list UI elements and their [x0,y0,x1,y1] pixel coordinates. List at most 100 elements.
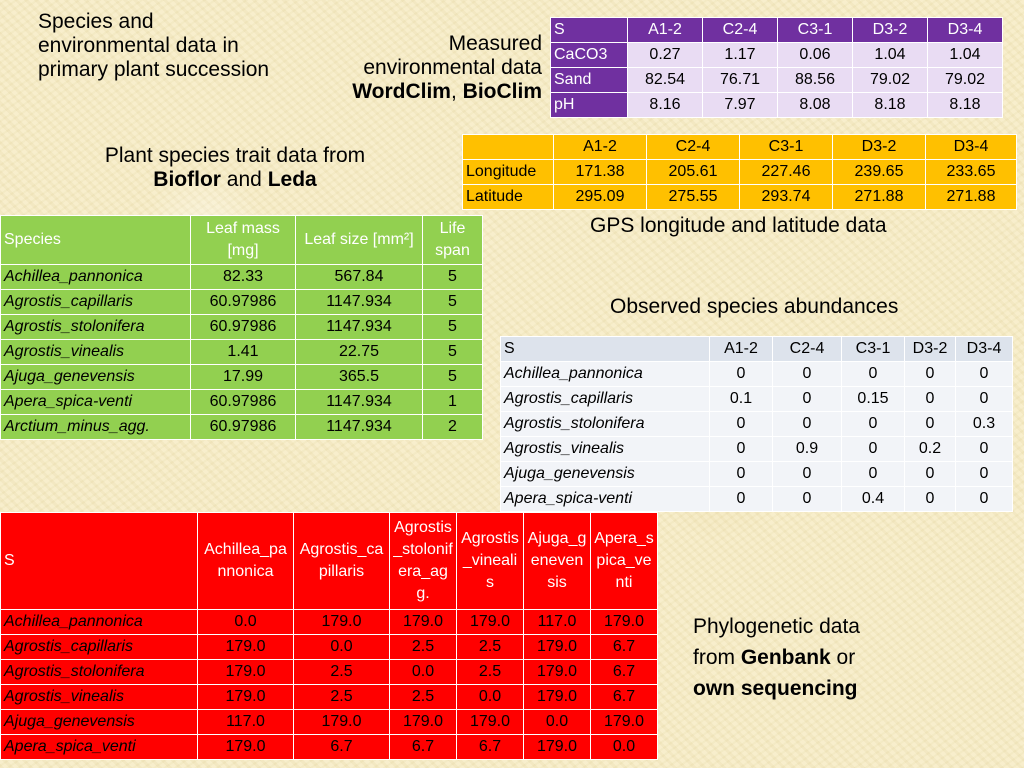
phylo-cell: 0.0 [197,609,294,635]
abund-cell: 0 [709,361,773,387]
abundance-table: S A1-2 C2-4 C3-1 D3-2 D3-4 Achillea_pann… [500,336,1013,512]
env-row-label: CaCO3 [550,42,628,68]
phylo-cell: 179.0 [293,709,390,735]
gps-table: A1-2 C2-4 C3-1 D3-2 D3-4 Longitude 171.3… [462,134,1017,210]
abund-cell: 0 [904,386,956,412]
trait-cell: 5 [422,339,483,365]
phylo-cell: 179.0 [456,609,524,635]
trait-cell: 1147.934 [295,314,423,340]
phylo-cell: 179.0 [523,659,591,685]
env-cell: 8.18 [927,92,1003,118]
phylo-cell: 179.0 [456,709,524,735]
env-cell: 0.06 [777,42,853,68]
trait-species: Arctium_minus_agg. [0,414,191,440]
bioclim-label: BioClim [462,80,542,103]
env-cell: 1.04 [852,42,928,68]
env-header-cell: C2-4 [702,17,778,43]
phylo-cell: 179.0 [197,659,294,685]
gps-caption: GPS longitude and latitude data [590,214,887,237]
phylo-header-cell: Agrostis_capillaris [293,512,390,610]
env-header-cell: C3-1 [777,17,853,43]
trait-cell: 60.97986 [190,414,296,440]
env-cell: 0.27 [627,42,703,68]
table-row: Latitude 295.09 275.55 293.74 271.88 271… [462,184,1017,210]
trait-cell: 17.99 [190,364,296,390]
table-row: Agrostis_vinealis 1.41 22.75 5 [0,339,483,365]
gps-cell: 295.09 [553,184,647,210]
abund-cell: 0 [772,386,842,412]
abund-cell: 0 [841,411,905,437]
gps-header-cell: C2-4 [646,134,740,160]
gps-cell: 275.55 [646,184,740,210]
phylo-cell: 2.5 [389,684,457,710]
gps-cell: 171.38 [553,159,647,185]
phylo-cell: 6.7 [590,659,658,685]
trait-cell: 5 [422,314,483,340]
phylo-species: Achillea_pannonica [0,609,198,635]
phylo-cell: 179.0 [197,684,294,710]
table-row: Agrostis_stolonifera 0 0 0 0 0.3 [500,411,1013,437]
env-header-cell: D3-2 [852,17,928,43]
trait-cell: 60.97986 [190,314,296,340]
abund-cell: 0 [904,411,956,437]
measured-line1: Measured [448,32,542,55]
phylo-cell: 0.0 [523,709,591,735]
phylo-from: from [693,646,735,669]
phylo-cell: 2.5 [293,659,390,685]
phylo-cell: 0.0 [293,634,390,660]
trait-cell: 60.97986 [190,389,296,415]
abund-species: Ajuga_genevensis [500,461,710,487]
phylo-cell: 2.5 [456,634,524,660]
phylo-cell: 179.0 [389,709,457,735]
abund-cell: 0 [772,461,842,487]
abund-cell: 0 [904,461,956,487]
measured-caption: Measured environmental data WordClim, Bi… [300,32,542,104]
leda-label: Leda [267,168,317,191]
trait-header-cell: Species [0,215,191,265]
table-row: CaCO3 0.27 1.17 0.06 1.04 1.04 [550,42,1003,68]
abund-header-cell: A1-2 [709,336,773,362]
table-row: Agrostis_stolonifera 60.97986 1147.934 5 [0,314,483,340]
phylogenetic-table: S Achillea_pannonica Agrostis_capillaris… [0,512,658,760]
env-cell: 82.54 [627,67,703,93]
table-row: Sand 82.54 76.71 88.56 79.02 79.02 [550,67,1003,93]
gps-header-cell: C3-1 [739,134,833,160]
environment-table: S A1-2 C2-4 C3-1 D3-2 D3-4 CaCO3 0.27 1.… [550,17,1003,118]
env-cell: 7.97 [702,92,778,118]
trait-cell: 1147.934 [295,389,423,415]
env-cell: 79.02 [852,67,928,93]
phylo-cell: 179.0 [523,734,591,760]
trait-header-cell: Leaf mass [mg] [190,215,296,265]
phylo-cell: 179.0 [590,709,658,735]
phylo-caption: Phylogenetic data from Genbank or own se… [693,611,923,704]
abund-cell: 0 [841,436,905,462]
abund-header-cell: S [500,336,710,362]
phylo-line1: Phylogenetic data [693,615,860,638]
env-cell: 1.04 [927,42,1003,68]
abund-cell: 0 [955,386,1013,412]
comma: , [450,80,457,103]
abund-species: Agrostis_vinealis [500,436,710,462]
phylo-header-cell: Ajuga_genevensis [523,512,591,610]
trait-cell: 5 [422,364,483,390]
phylo-header-cell: Apera_spica_venti [590,512,658,610]
gps-row-label: Latitude [462,184,554,210]
abund-cell: 0 [955,461,1013,487]
abund-cell: 0 [772,486,842,512]
gps-cell: 293.74 [739,184,833,210]
gps-cell: 227.46 [739,159,833,185]
trait-species: Apera_spica-venti [0,389,191,415]
phylo-cell: 179.0 [197,734,294,760]
abund-cell: 0 [709,411,773,437]
env-cell: 88.56 [777,67,853,93]
trait-table: Species Leaf mass [mg] Leaf size [mm²] L… [0,215,483,440]
trait-cell: 1 [422,389,483,415]
abund-cell: 0.2 [904,436,956,462]
abund-cell: 0 [709,461,773,487]
phylo-header-cell: S [0,512,198,610]
gps-header-cell: A1-2 [553,134,647,160]
phylo-cell: 179.0 [523,684,591,710]
env-row-label: Sand [550,67,628,93]
phylo-cell: 2.5 [389,634,457,660]
table-row: Agrostis_vinealis 0 0.9 0 0.2 0 [500,436,1013,462]
